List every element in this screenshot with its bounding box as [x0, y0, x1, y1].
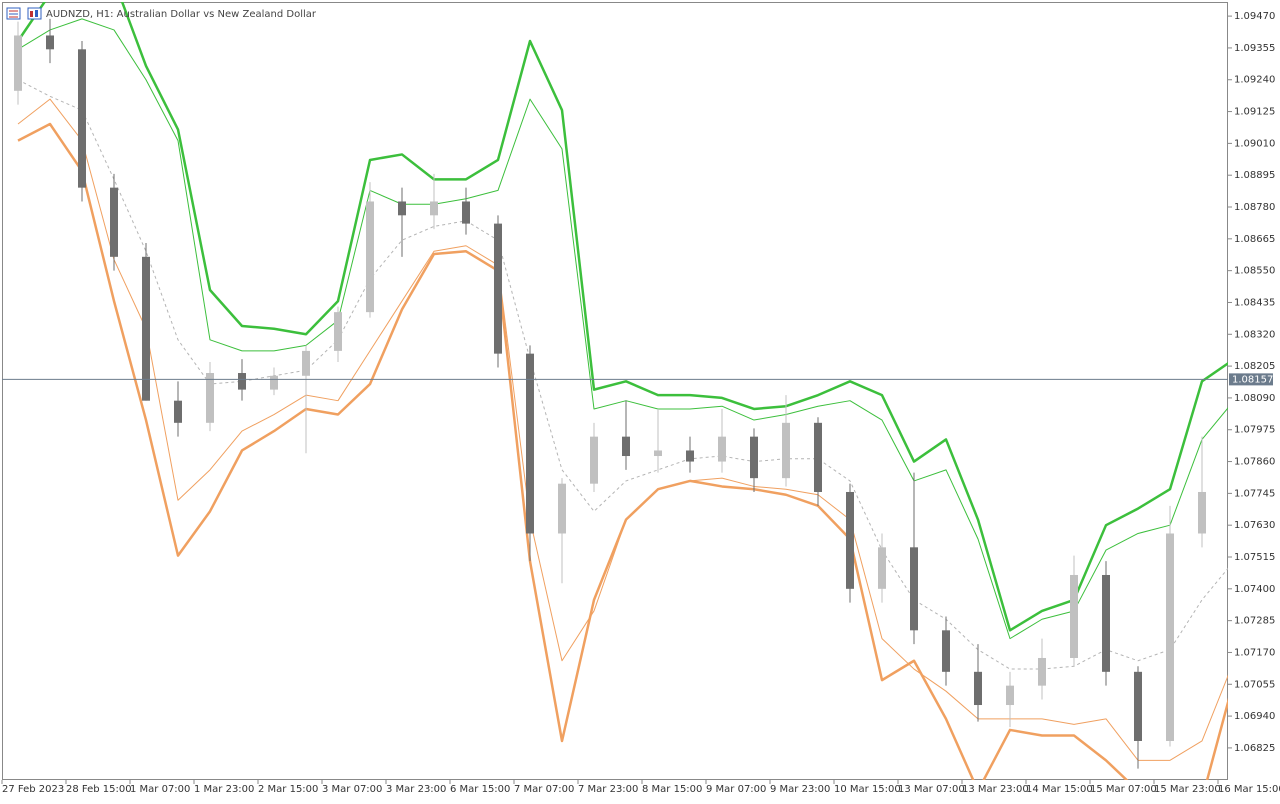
symbol-icons	[6, 7, 42, 20]
y-tick-label: 1.07745	[1234, 488, 1275, 499]
candle-body	[750, 436, 758, 479]
y-tick-label: 1.08895	[1234, 170, 1275, 181]
band-line	[17, 18, 1228, 640]
candle-body	[14, 35, 22, 91]
plot-area	[2, 2, 1228, 780]
x-tick-label: 13 Mar 23:00	[962, 784, 1029, 795]
chart-title: AUDNZD, H1: Australian Dollar vs New Zea…	[46, 9, 317, 20]
candle-body	[1038, 657, 1046, 686]
band-line	[17, 79, 1228, 670]
candle-body	[430, 201, 438, 216]
candle-body	[494, 223, 502, 354]
y-tick-label: 1.07630	[1234, 520, 1275, 531]
candle-body	[718, 436, 726, 462]
candle-body	[814, 422, 822, 492]
candle-body	[174, 400, 182, 423]
y-tick-label: 1.09010	[1234, 138, 1275, 149]
y-tick-label: 1.07400	[1234, 584, 1275, 595]
candle-body	[1070, 574, 1078, 658]
price-label: 1.08157	[1232, 374, 1273, 385]
candle-body	[590, 436, 598, 484]
y-tick-label: 1.09470	[1234, 11, 1275, 22]
x-tick-label: 10 Mar 15:00	[834, 784, 901, 795]
y-tick-label: 1.08320	[1234, 329, 1275, 340]
x-tick-label: 9 Mar 23:00	[770, 784, 830, 795]
y-tick-label: 1.09355	[1234, 43, 1275, 54]
y-tick-label: 1.07055	[1234, 679, 1275, 690]
y-tick-label: 1.08780	[1234, 202, 1275, 213]
x-tick-label: 3 Mar 23:00	[386, 784, 446, 795]
candle-body	[142, 256, 150, 401]
x-tick-label: 13 Mar 07:00	[898, 784, 965, 795]
candle-body	[238, 373, 246, 390]
candle-body	[270, 375, 278, 390]
candle-body	[334, 312, 342, 351]
x-tick-label: 2 Mar 15:00	[258, 784, 318, 795]
x-tick-label: 1 Mar 07:00	[130, 784, 190, 795]
y-tick-label: 1.07975	[1234, 425, 1275, 436]
y-tick-label: 1.06825	[1234, 743, 1275, 754]
y-tick-label: 1.08665	[1234, 234, 1275, 245]
candle-body	[366, 201, 374, 313]
y-tick-label: 1.08205	[1234, 361, 1275, 372]
candle-body	[526, 353, 534, 534]
candle-body	[622, 436, 630, 457]
y-tick-label: 1.07515	[1234, 552, 1275, 563]
y-tick-label: 1.07170	[1234, 647, 1275, 658]
y-tick-label: 1.08090	[1234, 393, 1275, 404]
candle-body	[942, 630, 950, 672]
candle-body	[686, 450, 694, 462]
x-tick-label: 1 Mar 23:00	[194, 784, 254, 795]
y-tick-label: 1.09125	[1234, 107, 1275, 118]
x-tick-label: 7 Mar 07:00	[514, 784, 574, 795]
candle-body	[1134, 671, 1142, 741]
candle-body	[782, 422, 790, 479]
candle-body	[1166, 533, 1174, 741]
candle-body	[462, 201, 470, 224]
x-tick-label: 9 Mar 07:00	[706, 784, 766, 795]
plot-frame	[2, 2, 1228, 780]
band-line	[17, 122, 1228, 780]
candle-body	[974, 671, 982, 706]
candle-body	[1102, 574, 1110, 672]
y-tick-label: 1.07285	[1234, 616, 1275, 627]
y-tick-label: 1.08550	[1234, 266, 1275, 277]
x-tick-label: 14 Mar 15:00	[1026, 784, 1093, 795]
candle-body	[558, 483, 566, 534]
candle-body	[654, 450, 662, 457]
x-tick-label: 15 Mar 23:00	[1154, 784, 1221, 795]
candle-body	[110, 187, 118, 257]
candle-body	[1198, 491, 1206, 534]
x-tick-label: 27 Feb 2023	[2, 784, 64, 795]
candle-body	[302, 350, 310, 376]
candle-body	[878, 547, 886, 589]
y-tick-label: 1.08435	[1234, 297, 1275, 308]
candle-body	[846, 491, 854, 589]
candle-body	[78, 49, 86, 188]
candle-body	[206, 373, 214, 423]
x-tick-label: 7 Mar 23:00	[578, 784, 638, 795]
y-tick-label: 1.06940	[1234, 711, 1275, 722]
candle-body	[46, 35, 54, 50]
x-tick-label: 28 Feb 15:00	[66, 784, 132, 795]
x-tick-label: 16 Mar 15:00	[1218, 784, 1280, 795]
y-tick-label: 1.07860	[1234, 457, 1275, 468]
candle-body	[910, 547, 918, 631]
candle-body	[1006, 685, 1014, 706]
y-tick-label: 1.09240	[1234, 75, 1275, 86]
x-tick-label: 6 Mar 15:00	[450, 784, 510, 795]
price-tag	[1229, 373, 1273, 386]
band-line	[16, 2, 1228, 632]
candle-body	[398, 201, 406, 216]
x-tick-label: 8 Mar 15:00	[642, 784, 702, 795]
x-tick-label: 15 Mar 07:00	[1090, 784, 1157, 795]
x-tick-label: 3 Mar 07:00	[322, 784, 382, 795]
